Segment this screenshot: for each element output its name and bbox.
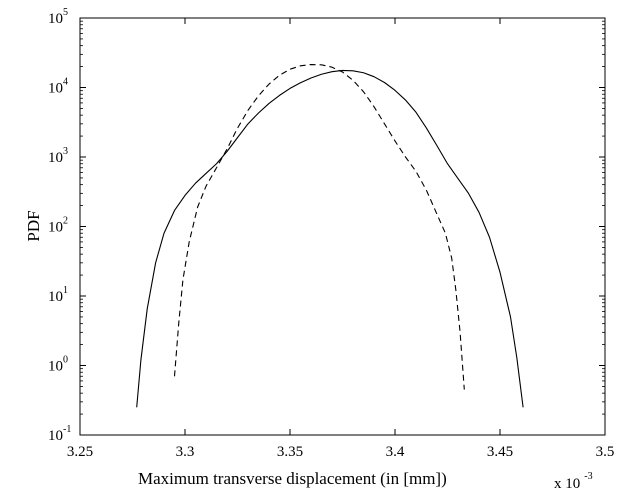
x-tick-label-0: 3.25	[67, 444, 93, 460]
y-tick-label-5: 104	[48, 77, 68, 97]
x-tick-label-4: 3.45	[487, 444, 513, 460]
y-axis-title: PDF	[24, 210, 43, 241]
x-tick-labels: 3.25 3.3 3.35 3.4 3.45 3.5	[67, 444, 615, 460]
y-tick-label-2: 101	[48, 285, 68, 305]
x-multiplier-exponent: -3	[584, 471, 592, 482]
y-tick-label-4: 103	[48, 146, 68, 166]
y-tick-label-6: 105	[48, 7, 68, 27]
x-tick-label-5: 3.5	[596, 444, 615, 460]
series-line-dashed	[175, 65, 465, 390]
y-tick-label-0: 10-1	[48, 424, 71, 444]
series-layer	[137, 65, 523, 408]
x-tick-label-3: 3.4	[386, 444, 405, 460]
plot-frame	[80, 18, 605, 435]
y-tick-label-3: 102	[48, 216, 68, 236]
tick-layer	[80, 18, 605, 435]
x-axis-title: Maximum transverse displacement (in [mm]…	[138, 469, 447, 488]
x-tick-label-2: 3.35	[277, 444, 303, 460]
x-tick-label-1: 3.3	[176, 444, 195, 460]
series-line-solid	[137, 70, 523, 407]
x-multiplier-base: x 10	[554, 476, 580, 492]
y-tick-labels: 10-1 100 101 102 103 104 105	[48, 7, 71, 444]
y-tick-label-1: 100	[48, 355, 68, 375]
x-multiplier: x 10 -3	[554, 471, 593, 492]
